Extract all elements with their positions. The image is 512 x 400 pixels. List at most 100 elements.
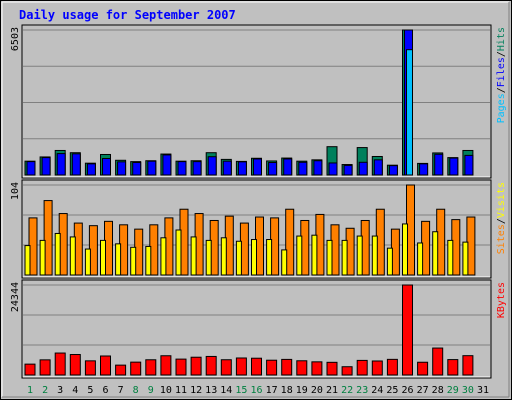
day-label: 18 xyxy=(281,385,293,396)
bar-kbytes-day-11 xyxy=(175,358,187,376)
bar-sites-day-2 xyxy=(43,200,53,276)
bar-files-day-8 xyxy=(132,162,142,176)
bar-files-day-27 xyxy=(419,163,429,176)
bar-files-day-7 xyxy=(117,161,127,176)
bar-visits-day-28 xyxy=(432,231,439,276)
legend-item: KBytes xyxy=(496,282,507,318)
bar-files-day-21 xyxy=(328,162,338,176)
bar-files-day-4 xyxy=(71,153,81,176)
bar-files-day-19 xyxy=(298,161,308,176)
bar-files-day-13 xyxy=(207,156,217,176)
bar-visits-day-12 xyxy=(190,236,197,276)
bar-visits-day-26 xyxy=(402,223,408,276)
legend-item: Files xyxy=(496,57,507,87)
bar-kbytes-day-25 xyxy=(386,358,398,376)
day-label: 2 xyxy=(42,385,48,396)
bar-kbytes-day-10 xyxy=(160,355,172,376)
bar-visits-day-29 xyxy=(447,239,454,276)
bar-kbytes-day-15 xyxy=(235,357,247,376)
bar-files-day-10 xyxy=(162,154,172,176)
bar-kbytes-day-9 xyxy=(145,359,157,376)
bar-files-day-9 xyxy=(147,160,157,176)
bar-visits-day-1 xyxy=(24,245,31,276)
bar-files-day-16 xyxy=(253,158,262,176)
bar-kbytes-day-22 xyxy=(341,366,353,376)
bar-files-day-24 xyxy=(373,159,383,176)
panel-visits-sites: 104 Sites/Visits xyxy=(10,179,507,279)
day-label: 9 xyxy=(148,385,154,396)
panel-legend: KBytes xyxy=(496,282,507,318)
y-max-label: 6503 xyxy=(10,27,21,51)
day-label: 5 xyxy=(87,385,93,396)
bar-kbytes-day-28 xyxy=(432,347,444,376)
bar-pages-day-26 xyxy=(406,49,413,176)
bar-visits-day-15 xyxy=(235,240,242,276)
bar-sites-day-18 xyxy=(285,208,295,276)
legend-item: / xyxy=(496,87,507,93)
bar-files-day-23 xyxy=(358,161,368,176)
bar-kbytes-day-30 xyxy=(462,355,474,376)
bar-kbytes-day-26 xyxy=(402,284,413,376)
bar-visits-day-16 xyxy=(251,239,257,276)
legend-item: Pages xyxy=(496,93,507,123)
bar-visits-day-19 xyxy=(296,235,303,276)
bar-files-day-15 xyxy=(237,161,247,176)
bar-visits-day-8 xyxy=(130,246,137,276)
day-label: 28 xyxy=(432,385,444,396)
bar-files-day-6 xyxy=(102,157,111,176)
legend-item: Hits xyxy=(496,27,507,51)
day-label: 23 xyxy=(356,385,368,396)
day-label: 19 xyxy=(296,385,308,396)
bar-visits-day-3 xyxy=(54,232,61,276)
bar-files-day-12 xyxy=(192,161,202,176)
bar-visits-day-17 xyxy=(266,239,273,276)
bar-visits-day-24 xyxy=(371,235,378,276)
bar-kbytes-day-18 xyxy=(281,358,293,376)
bar-kbytes-day-7 xyxy=(115,364,127,376)
day-label: 22 xyxy=(341,385,353,396)
day-label: 3 xyxy=(57,385,63,396)
bar-kbytes-day-19 xyxy=(296,360,308,376)
bar-visits-day-10 xyxy=(160,237,167,276)
bar-kbytes-day-3 xyxy=(54,352,66,376)
bar-visits-day-27 xyxy=(417,242,424,276)
legend-item: Visits xyxy=(496,182,507,218)
day-label: 13 xyxy=(205,385,217,396)
bar-files-day-20 xyxy=(313,160,323,176)
panel-frame xyxy=(21,24,492,179)
bar-kbytes-day-14 xyxy=(220,359,232,376)
bar-visits-day-5 xyxy=(84,248,91,276)
bar-files-day-5 xyxy=(86,163,96,176)
bar-files-day-17 xyxy=(268,162,278,176)
bar-files-day-1 xyxy=(26,161,36,176)
bar-files-day-11 xyxy=(177,161,187,176)
bar-visits-day-25 xyxy=(386,247,393,276)
bar-files-day-3 xyxy=(56,153,66,176)
bar-kbytes-day-6 xyxy=(100,355,111,376)
legend-item: / xyxy=(496,218,507,224)
day-label: 30 xyxy=(462,385,474,396)
bar-kbytes-day-21 xyxy=(326,361,338,376)
chart-panels: 6503Pages/Files/Hits104Sites/Visits24344… xyxy=(10,24,507,379)
bar-files-day-18 xyxy=(283,158,293,176)
chart-title: Daily usage for September 2007 xyxy=(19,8,236,22)
day-label: 20 xyxy=(311,385,323,396)
bar-kbytes-day-5 xyxy=(84,360,96,376)
bar-visits-day-20 xyxy=(311,234,318,276)
day-label: 16 xyxy=(250,385,262,396)
day-label: 6 xyxy=(102,385,108,396)
day-label: 15 xyxy=(235,385,247,396)
bar-visits-day-4 xyxy=(69,236,76,276)
day-label: 4 xyxy=(72,385,78,396)
bar-kbytes-day-23 xyxy=(356,359,368,376)
bar-kbytes-day-13 xyxy=(205,355,217,376)
bar-kbytes-day-29 xyxy=(447,359,459,376)
day-label: 10 xyxy=(160,385,172,396)
bar-visits-day-9 xyxy=(145,245,152,276)
bar-files-day-2 xyxy=(41,157,51,176)
bar-kbytes-day-17 xyxy=(266,359,278,376)
bar-kbytes-day-4 xyxy=(69,354,81,376)
y-max-label: 24344 xyxy=(10,282,21,312)
panel-kbytes: 24344 KBytes xyxy=(10,279,507,379)
